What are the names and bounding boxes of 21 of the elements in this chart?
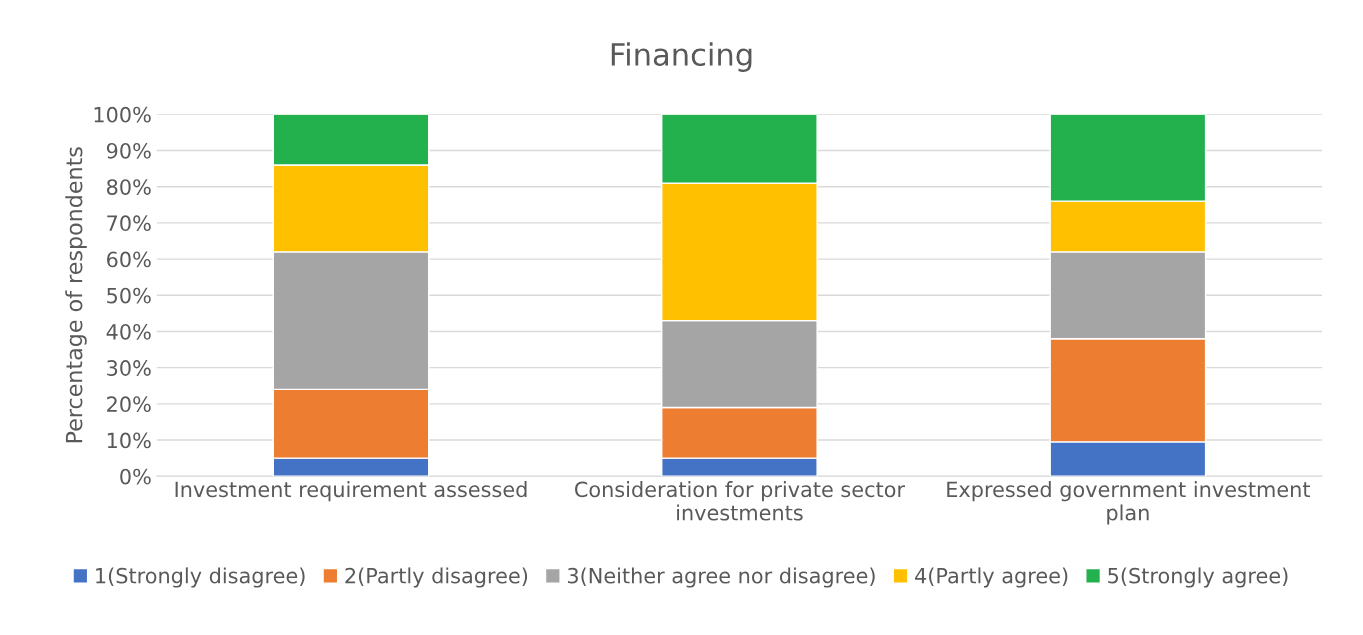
y-tick-label: 40% bbox=[106, 323, 151, 340]
x-tick-label: Expressed government investment plan bbox=[947, 481, 1311, 525]
y-tick-label: 20% bbox=[107, 396, 151, 413]
y-tick-label: 70% bbox=[107, 215, 151, 232]
y-tick-label: 90% bbox=[106, 142, 151, 159]
legend-label: 2(Partly disagree) bbox=[345, 567, 528, 588]
chart-title: Financing bbox=[611, 42, 752, 72]
legend-label: 4(Partly agree) bbox=[915, 567, 1068, 588]
y-tick-label: 50% bbox=[107, 287, 151, 304]
y-tick-label: 100% bbox=[94, 106, 151, 123]
y-axis-title: Percentage of respondents bbox=[65, 147, 87, 443]
y-tick-label: 10% bbox=[107, 432, 151, 449]
y-tick-label: 60% bbox=[107, 251, 151, 268]
x-tick-label: Consideration for private sector investments bbox=[575, 481, 906, 521]
legend-label: 5(Strongly agree) bbox=[1108, 567, 1288, 588]
y-tick-label: 80% bbox=[106, 179, 151, 195]
y-tick-label: 0% bbox=[120, 468, 151, 485]
legend-label: 1(Strongly disagree) bbox=[96, 567, 305, 588]
y-tick-label: 30% bbox=[107, 360, 151, 376]
x-tick-label: Investment requirement assessed bbox=[175, 481, 527, 502]
legend-label: 3(Neither agree nor disagree) bbox=[567, 567, 875, 588]
